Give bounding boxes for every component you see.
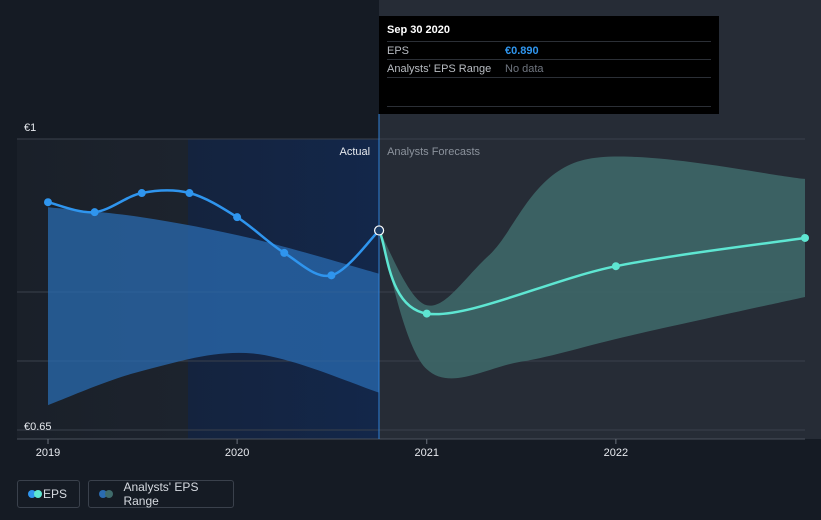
tooltip-value-eps: €0.890 — [505, 45, 539, 57]
eps-range-band-past-band — [48, 207, 380, 406]
x-tick-label-2022: 2022 — [604, 447, 628, 459]
eps-point-actual-3 — [185, 189, 194, 198]
forecasts-label: Analysts Forecasts — [387, 146, 480, 158]
legend-eps-range[interactable]: Analysts' EPS Range — [88, 480, 234, 508]
tooltip-date: Sep 30 2020 — [387, 24, 450, 36]
legend-label-eps: EPS — [42, 487, 67, 501]
selected-point-actual-7 — [373, 225, 385, 236]
eps-point-forecast-1 — [422, 309, 431, 318]
eps-point-actual-2 — [137, 189, 146, 198]
y-axis-min-label: €0.65 — [24, 421, 52, 433]
axis-labels: €1 €0.65 2019 2020 2021 2022 Actual Analysts Fo… — [24, 122, 628, 459]
eps-point-actual-1 — [90, 208, 99, 217]
eps-point-forecast-3 — [801, 233, 809, 242]
eps-point-actual-4 — [233, 213, 242, 222]
eps-range-band-forecast-band — [379, 156, 805, 379]
eps-point-actual-6 — [327, 271, 336, 280]
eps-point-actual-0 — [44, 198, 52, 207]
tooltip-row-eps: EPS €0.890 — [387, 41, 711, 59]
eps-point-actual-5 — [280, 248, 289, 257]
x-tick-label-2019: 2019 — [36, 447, 60, 459]
eps-point-forecast-2 — [611, 262, 620, 271]
tooltip-divider — [387, 106, 711, 107]
legend-label-eps-range: Analysts' EPS Range — [123, 480, 199, 508]
x-tick-label-2020: 2020 — [225, 447, 249, 459]
eps-range-legend-icon — [99, 489, 114, 499]
tooltip-label-eps: EPS — [387, 45, 410, 57]
tooltip-label-range: Analysts' EPS Range — [387, 63, 492, 75]
eps-line-forecast — [377, 229, 806, 316]
y-axis-max-label: €1 — [24, 122, 36, 134]
chart-tooltip: Sep 30 2020 EPS €0.890 Analysts' EPS Ran… — [379, 16, 719, 114]
actual-label: Actual — [340, 146, 371, 158]
tooltip-value-range: No data — [505, 63, 544, 75]
eps-range-bands — [48, 156, 805, 406]
legend-eps[interactable]: EPS — [17, 480, 80, 508]
tooltip-row-range: Analysts' EPS Range No data — [387, 59, 711, 78]
eps-legend-icon — [28, 489, 42, 499]
x-tick-label-2021: 2021 — [415, 447, 439, 459]
eps-lines — [44, 189, 809, 318]
